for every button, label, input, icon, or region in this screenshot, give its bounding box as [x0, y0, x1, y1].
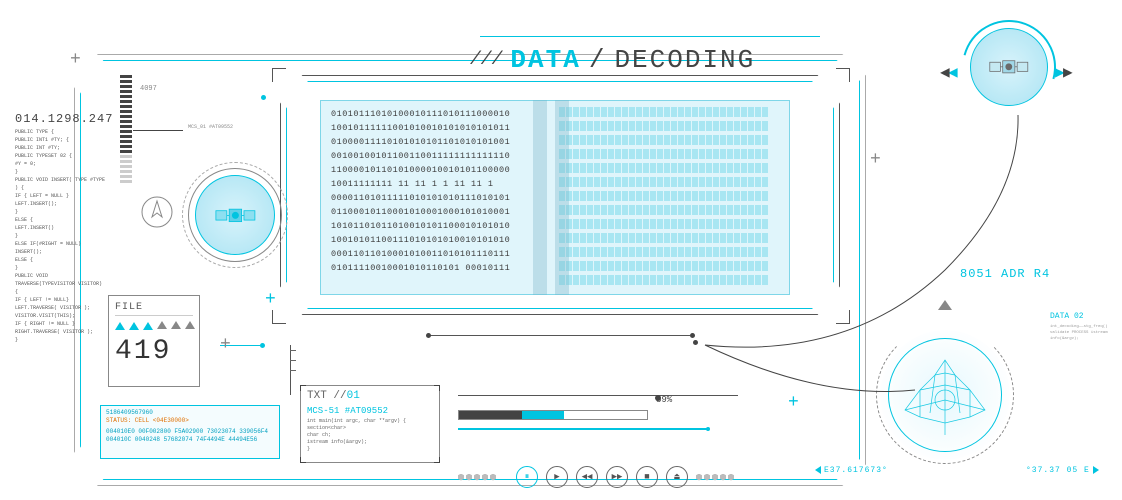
file-label: FILE — [115, 302, 193, 316]
meter-line — [133, 130, 183, 131]
rule-dot — [655, 395, 661, 401]
hex-decor — [458, 474, 496, 481]
binary-stream: 0101011101010001011101011100001010010111… — [331, 107, 554, 288]
meter-label: 4097 — [140, 85, 157, 93]
txt-sub: MCS-51 #AT09552 — [307, 406, 433, 416]
file-number: 419 — [115, 336, 193, 367]
bar-stream — [559, 107, 779, 288]
tick — [290, 370, 296, 371]
corner-br — [836, 310, 850, 324]
hex-decor-2 — [696, 474, 734, 481]
data-tag: DATA 02 — [1050, 312, 1084, 321]
rewind-button[interactable]: ◀◀ — [576, 466, 598, 488]
pause-button[interactable]: ⏸ — [516, 466, 538, 488]
scan-bar-1 — [533, 100, 547, 295]
cross-icon: + — [70, 50, 81, 70]
cross-icon: + — [788, 393, 799, 413]
header-title-b: DECODING — [614, 45, 755, 75]
file-card: FILE 419 — [108, 295, 200, 387]
file-indicators — [115, 322, 193, 330]
media-controls: ⏸ ▶ ◀◀ ▶▶ ■ ⏏ — [458, 466, 746, 488]
ip-readout: 014.1298.247 — [15, 112, 113, 126]
vertical-meter — [120, 75, 132, 190]
tick — [290, 350, 296, 351]
corner-bl — [272, 310, 286, 324]
hash-l1: 5186409567960 — [106, 409, 274, 417]
adr-tri-icon — [938, 300, 952, 310]
coord-right: °37.37 05 E — [1026, 466, 1102, 475]
coord-left: E37.617673° — [812, 466, 888, 475]
rule-dot — [690, 333, 695, 338]
header-sep: / — [589, 45, 607, 75]
terrain-wireframe-icon — [895, 345, 995, 445]
rule — [458, 395, 738, 396]
ffwd-button[interactable]: ▶▶ — [606, 466, 628, 488]
rule — [430, 335, 690, 336]
progress-thin — [458, 428, 708, 430]
scan-bar-2 — [555, 100, 569, 295]
hash-body: 004010E0 00F002800 F5A02900 73023074 339… — [106, 428, 274, 444]
satellite-medallion-1 — [195, 175, 275, 255]
header-title-a: DATA — [510, 45, 580, 75]
progress-fill — [459, 411, 564, 419]
arrow-right2-icon: ▶ — [1063, 62, 1073, 82]
sat2-arc — [945, 3, 1073, 131]
eject-button[interactable]: ⏏ — [666, 466, 688, 488]
cross-icon: + — [870, 150, 881, 170]
txt-header: TXT //01 — [307, 390, 433, 402]
play-button[interactable]: ▶ — [546, 466, 568, 488]
txt-code: int main(int argc, char **argv) { sectio… — [307, 418, 433, 453]
header-prefix: /// — [470, 50, 502, 70]
rule-dot — [426, 333, 431, 338]
node-dot — [693, 340, 698, 345]
corner-tl — [272, 68, 286, 82]
arrow-left2-icon: ◀ — [940, 62, 950, 82]
hash-status: STATUS: CELL <04E30000> — [106, 417, 274, 425]
hash-card: 5186409567960 STATUS: CELL <04E30000> 00… — [100, 405, 280, 459]
stop-button[interactable]: ■ — [636, 466, 658, 488]
txt-card: TXT //01 MCS-51 #AT09552 int main(int ar… — [300, 385, 440, 463]
header: /// DATA / DECODING — [470, 45, 755, 75]
data-tag-code: int_decoding——stg_freq() validate PROCES… — [1050, 324, 1122, 342]
wireframe-medallion — [880, 330, 1010, 460]
adr-label: 8051 ADR R4 — [960, 267, 1050, 281]
node-dot-c — [261, 95, 266, 100]
progress-thin-dot — [706, 427, 710, 431]
header-rule — [480, 36, 820, 37]
tick — [290, 360, 296, 361]
compass-icon — [140, 195, 174, 229]
cross-icon: + — [265, 290, 276, 310]
node-dot-c — [260, 343, 265, 348]
corner-tr — [836, 68, 850, 82]
meter-side: MCS_01 #AT09552 — [188, 124, 233, 130]
cross-icon: + — [220, 335, 231, 355]
satellite-icon — [196, 176, 274, 254]
code-listing: PUBLIC TYPE {PUBLIC INT1 #TY; {PUBLIC IN… — [15, 128, 105, 344]
